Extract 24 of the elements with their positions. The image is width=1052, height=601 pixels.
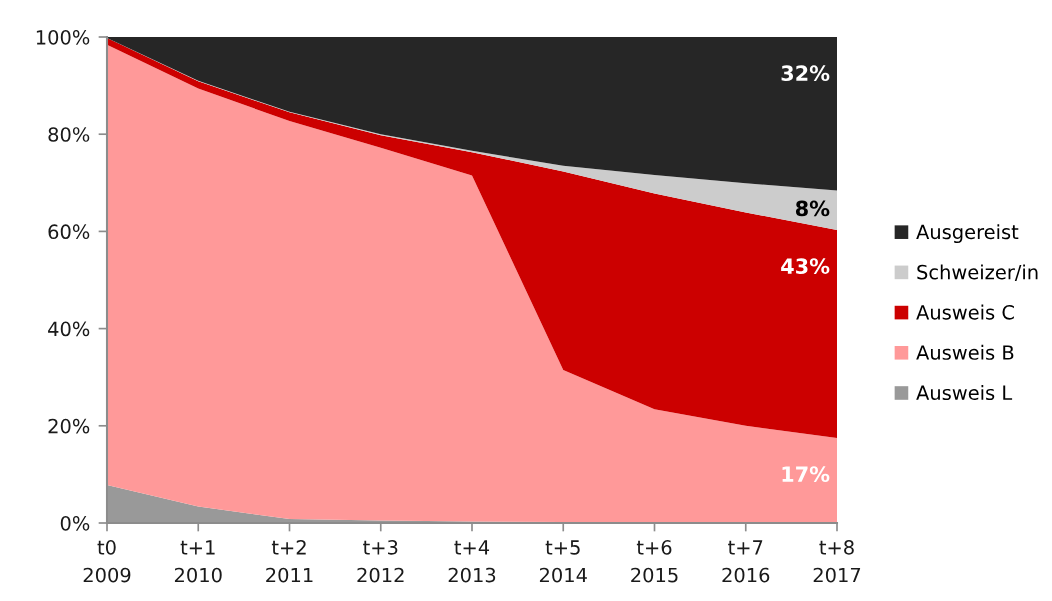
y-tick-label: 0% (60, 515, 90, 531)
legend-label: Ausweis C (916, 304, 1014, 320)
data-label: 17% (782, 466, 830, 482)
legend-label: Ausweis B (916, 344, 1014, 360)
x-tick-label: t+6 2015 (631, 540, 678, 583)
legend-label: Ausgereist (916, 224, 1019, 244)
data-label: 8% (795, 200, 830, 217)
data-label: 43% (781, 258, 830, 274)
x-tick-label: t+2 2011 (266, 540, 313, 583)
x-tick-label: t+8 2017 (813, 540, 861, 583)
y-tick-label: 100% (36, 29, 90, 45)
legend-label: Schweizer/in (917, 264, 1038, 281)
legend-label: Ausweis L (916, 385, 1013, 401)
y-tick-label: 40% (48, 321, 90, 337)
y-tick-label: 60% (48, 224, 90, 240)
x-tick-label: t+3 2012 (357, 540, 404, 583)
x-tick-label: t+1 2010 (174, 540, 222, 583)
y-tick-label: 20% (48, 418, 90, 434)
x-tick-label: t+4 2013 (448, 540, 496, 583)
x-tick-label: t0 2009 (83, 540, 131, 583)
x-tick-label: t+7 2016 (722, 540, 770, 583)
y-tick-label: 80% (48, 127, 90, 142)
x-tick-label: t+5 2014 (539, 540, 587, 583)
data-label: 32% (781, 65, 830, 82)
